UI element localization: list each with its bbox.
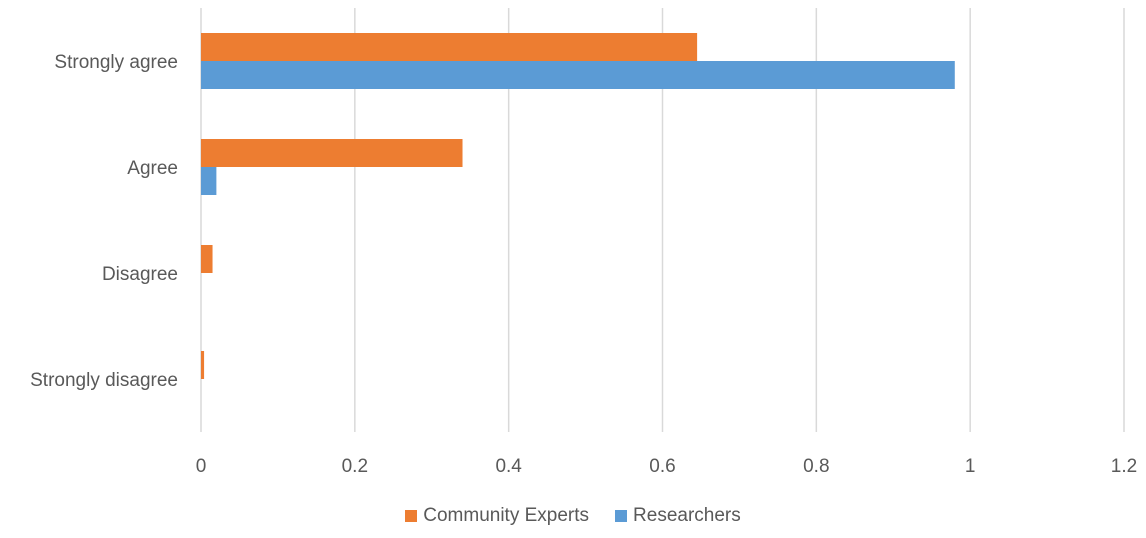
category-label-agree: Agree bbox=[127, 158, 178, 179]
bar-researchers-agree bbox=[201, 167, 217, 195]
legend-item-researchers: Researchers bbox=[615, 505, 741, 527]
x-tick-labels: 0 0.2 0.4 0.6 0.8 1 1.2 bbox=[196, 456, 1138, 477]
x-tick-label: 0.4 bbox=[495, 456, 522, 477]
x-tick-label: 0 bbox=[196, 456, 207, 477]
x-tick-label: 1.2 bbox=[1111, 456, 1137, 477]
category-label-strongly-agree: Strongly agree bbox=[54, 52, 178, 73]
x-tick-label: 0.6 bbox=[649, 456, 675, 477]
category-label-disagree: Disagree bbox=[102, 264, 178, 285]
legend-swatch-community-experts bbox=[405, 510, 418, 522]
bar-community-experts-strongly-agree bbox=[201, 33, 698, 61]
bar-researchers-strongly-agree bbox=[201, 61, 955, 89]
legend-label-community-experts: Community Experts bbox=[423, 505, 590, 526]
bar-community-experts-strongly-disagree bbox=[201, 351, 205, 379]
category-labels: Strongly agree Agree Disagree Strongly disa… bbox=[30, 52, 178, 391]
bars bbox=[201, 33, 955, 379]
x-tick-label: 0.8 bbox=[803, 456, 829, 477]
x-tick-label: 0.2 bbox=[342, 456, 368, 477]
bar-community-experts-disagree bbox=[201, 245, 213, 273]
bar-community-experts-agree bbox=[201, 139, 463, 167]
x-tick-label: 1 bbox=[965, 456, 976, 477]
legend-label-researchers: Researchers bbox=[633, 505, 741, 526]
legend: Community Experts Researchers bbox=[0, 505, 1146, 527]
category-label-strongly-disagree: Strongly disagree bbox=[30, 370, 178, 391]
legend-item-community-experts: Community Experts bbox=[405, 505, 589, 527]
legend-swatch-researchers bbox=[615, 510, 628, 522]
